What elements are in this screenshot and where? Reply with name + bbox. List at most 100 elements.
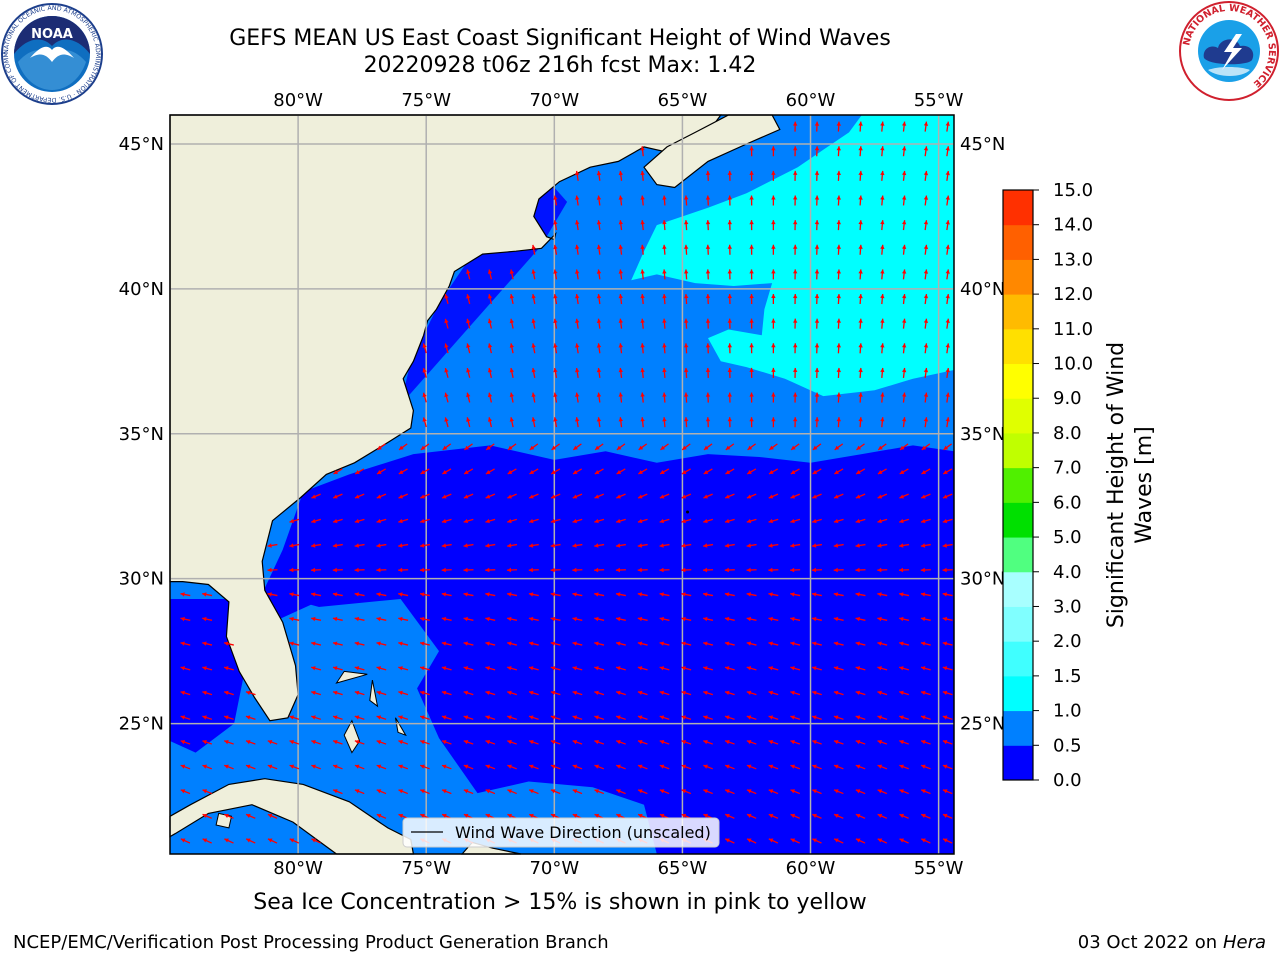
wave-direction-arrow	[398, 789, 409, 795]
wave-direction-arrow	[507, 567, 518, 573]
wave-direction-arrow	[376, 715, 387, 720]
wave-direction-arrow	[420, 789, 430, 795]
wave-direction-arrow	[790, 543, 801, 548]
wave-direction-arrow	[811, 567, 822, 573]
wave-direction-arrow	[485, 764, 496, 770]
wave-direction-arrow	[814, 121, 820, 132]
wave-direction-arrow	[790, 838, 800, 844]
wave-direction-arrow	[790, 789, 801, 795]
wave-direction-arrow	[507, 443, 517, 451]
wave-direction-arrow	[463, 543, 474, 548]
wave-direction-arrow	[659, 740, 670, 745]
wave-direction-arrow	[833, 592, 844, 597]
wave-direction-arrow	[640, 392, 645, 403]
wave-direction-arrow	[615, 518, 626, 524]
wave-direction-arrow	[485, 493, 496, 499]
wave-direction-arrow	[746, 740, 757, 745]
wave-direction-arrow	[793, 343, 798, 354]
wave-direction-arrow	[223, 690, 234, 696]
wave-direction-arrow	[749, 318, 754, 329]
wave-direction-arrow	[942, 764, 953, 770]
colorbar-frame	[1002, 189, 1034, 781]
wave-direction-arrow	[637, 690, 648, 696]
wave-direction-arrow	[553, 244, 558, 255]
wave-direction-arrow	[398, 493, 409, 499]
wave-direction-arrow	[793, 195, 798, 206]
wave-direction-arrow	[466, 269, 471, 280]
wave-direction-arrow	[920, 518, 931, 524]
wave-direction-arrow	[703, 616, 714, 622]
wave-direction-arrow	[902, 146, 907, 157]
footer-host: Hera	[1222, 932, 1266, 953]
wave-direction-arrow	[923, 293, 929, 305]
wave-direction-arrow	[727, 220, 732, 231]
wave-direction-arrow	[858, 343, 863, 354]
colorbar-segment	[1003, 363, 1033, 399]
wave-direction-arrow	[419, 641, 430, 646]
wave-direction-arrow	[681, 715, 692, 720]
wave-direction-arrow	[724, 715, 735, 720]
colorbar-tick-label: 14.0	[1053, 215, 1093, 236]
wave-direction-arrow	[942, 715, 953, 720]
wave-direction-arrow	[811, 543, 822, 548]
wave-direction-arrow	[858, 318, 863, 329]
wave-direction-arrow	[880, 417, 885, 428]
wave-direction-arrow	[463, 715, 474, 720]
wave-direction-arrow	[814, 343, 820, 354]
wave-direction-arrow	[245, 715, 256, 720]
wave-direction-arrow	[814, 318, 820, 329]
wave-direction-arrow	[771, 269, 776, 280]
wave-direction-arrow	[616, 764, 626, 770]
wave-direction-arrow	[724, 592, 735, 597]
wave-direction-arrow	[419, 592, 430, 597]
wave-direction-arrow	[575, 170, 580, 181]
wave-direction-arrow	[703, 567, 714, 573]
wave-direction-arrow	[858, 170, 863, 181]
wave-direction-arrow	[899, 838, 909, 844]
wave-direction-arrow	[746, 592, 757, 597]
wave-direction-arrow	[945, 195, 950, 206]
wave-direction-arrow	[594, 764, 605, 770]
wave-direction-arrow	[705, 220, 711, 231]
wave-direction-arrow	[834, 443, 844, 451]
wave-direction-arrow	[856, 443, 865, 451]
wave-direction-arrow	[703, 740, 713, 745]
wave-direction-arrow	[880, 318, 885, 329]
wave-direction-arrow	[376, 493, 387, 499]
lon-tick-label-bottom: 80°W	[273, 858, 323, 879]
wave-direction-arrow	[354, 666, 365, 671]
wave-direction-arrow	[814, 195, 820, 206]
colorbar-tick-label: 5.0	[1053, 527, 1082, 548]
wave-direction-arrow	[705, 269, 711, 280]
wave-direction-arrow	[811, 690, 822, 696]
wave-direction-arrow	[575, 220, 580, 231]
wave-direction-arrow	[945, 269, 950, 280]
wave-direction-arrow	[943, 443, 953, 451]
wave-direction-arrow	[615, 740, 626, 745]
wave-direction-arrow	[681, 493, 692, 499]
wave-direction-arrow	[640, 244, 645, 255]
wave-direction-arrow	[749, 146, 754, 157]
wave-direction-arrow	[833, 838, 844, 844]
wave-direction-arrow	[507, 592, 518, 597]
wave-direction-arrow	[245, 813, 256, 819]
wave-direction-arrow	[771, 170, 776, 181]
colorbar-segment	[1003, 641, 1033, 677]
wave-direction-arrow	[945, 220, 950, 231]
lon-tick-label-bottom: 55°W	[914, 858, 964, 879]
wave-direction-arrow	[923, 220, 929, 231]
wave-direction-arrow	[572, 764, 583, 770]
wave-direction-arrow	[553, 195, 558, 206]
wave-direction-arrow	[724, 764, 735, 770]
wave-direction-arrow	[553, 417, 558, 428]
wave-direction-arrow	[637, 740, 648, 745]
wave-direction-arrow	[616, 493, 626, 499]
wave-direction-arrow	[793, 417, 798, 428]
wave-direction-arrow	[902, 318, 907, 329]
wave-direction-arrow	[945, 146, 950, 157]
wave-direction-arrow	[509, 269, 514, 280]
wave-direction-arrow	[727, 367, 732, 378]
wave-direction-arrow	[354, 740, 365, 745]
wave-direction-arrow	[485, 666, 496, 671]
